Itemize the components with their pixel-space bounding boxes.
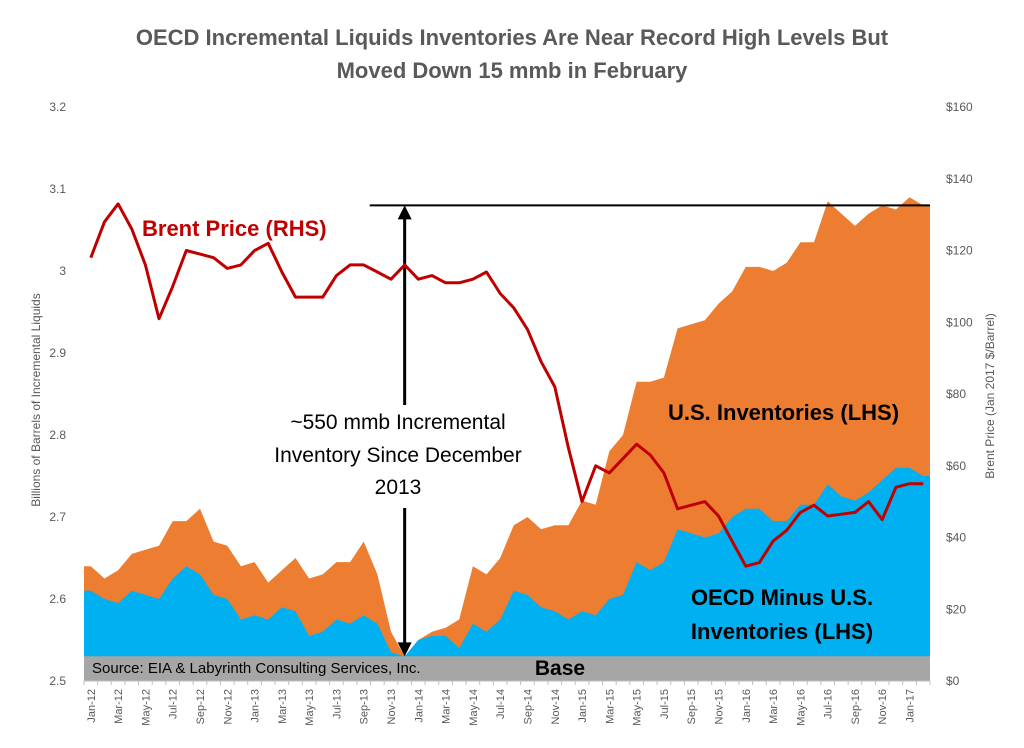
x-tick-label: May-12	[140, 689, 152, 726]
x-tick-label: Sep-13	[359, 689, 371, 724]
source-note: Source: EIA & Labyrinth Consulting Servi…	[92, 660, 421, 677]
y-axis-left-label: Billions of Barrels of Incremental Liqui…	[29, 293, 43, 506]
arrow-layer	[397, 205, 412, 657]
x-tick-label: Jan-17	[905, 689, 917, 723]
x-tick-label: Jul-14	[495, 689, 507, 719]
y-right-tick-label: $40	[946, 531, 966, 545]
y-left-tick-label: 3	[59, 264, 66, 278]
chart-title-line-1: OECD Incremental Liquids Inventories Are…	[136, 25, 889, 50]
base-band-layer	[84, 656, 930, 681]
axes-layer: 2.5 2.6 2.7 2.8 2.9 3 3.1 3.2 $0 $20 $40 $60 $80 $100…	[49, 100, 973, 726]
x-tick-label: Mar-12	[113, 689, 125, 724]
x-tick-label: Nov-13	[386, 689, 398, 724]
x-tick-label: Jan-12	[86, 689, 98, 723]
x-tick-label: Jan-14	[413, 689, 425, 723]
brent-price-label: Brent Price (RHS)	[142, 216, 327, 241]
base-label: Base	[535, 657, 585, 680]
x-tick-label: Mar-16	[768, 689, 780, 724]
arrow-head-up	[397, 205, 412, 220]
y-right-tick-label: $140	[946, 172, 973, 186]
y-left-tick-label: 2.8	[49, 428, 66, 442]
x-tick-label: Nov-15	[714, 689, 726, 724]
x-tick-label: Nov-12	[222, 689, 234, 724]
x-tick-label: Sep-12	[195, 689, 207, 724]
brent-line-layer	[89, 202, 924, 568]
chart-title-line-2: Moved Down 15 mmb in February	[337, 58, 689, 83]
increment-annotation-line-2: Inventory Since December	[274, 444, 521, 467]
x-tick-label: Jul-13	[331, 689, 343, 719]
x-tick-label: Mar-14	[441, 689, 453, 724]
x-tick-label: May-15	[632, 689, 644, 726]
increment-annotation-line-3: 2013	[375, 476, 422, 499]
oecd-minus-us-label-line-2: Inventories (LHS)	[691, 619, 873, 644]
y-right-tick-label: $80	[946, 387, 966, 401]
x-tick-label: Jan-16	[741, 689, 753, 723]
increment-annotation-line-1: ~550 mmb Incremental	[290, 411, 505, 434]
x-tick-label: Sep-15	[686, 689, 698, 724]
y-right-tick-label: $160	[946, 100, 973, 114]
y-left-tick-label: 2.9	[49, 346, 66, 360]
us-inventories-label: U.S. Inventories (LHS)	[668, 400, 899, 425]
x-tick-label: Sep-14	[522, 689, 534, 724]
x-tick-label: May-16	[795, 689, 807, 726]
oecd-minus-us-label-line-1: OECD Minus U.S.	[691, 585, 873, 610]
y-left-tick-label: 2.6	[49, 592, 66, 606]
y-right-tick-label: $100	[946, 315, 973, 329]
areas-layer	[84, 197, 930, 657]
y-left-tick-label: 3.2	[49, 100, 66, 114]
x-tick-label: May-13	[304, 689, 316, 726]
x-tick-label: Jul-12	[168, 689, 180, 719]
y-left-tick-label: 2.7	[49, 510, 66, 524]
oecd-minus-us-area	[84, 467, 930, 657]
y-axis-right-label: Brent Price (Jan 2017 $/Barrel)	[983, 313, 997, 478]
x-tick-label: Jan-15	[577, 689, 589, 723]
y-left-tick-label: 2.5	[49, 674, 66, 688]
x-tick-label: Jul-15	[659, 689, 671, 719]
y-left-tick-label: 3.1	[49, 182, 66, 196]
x-tick-label: Nov-16	[877, 689, 889, 724]
y-right-tick-label: $60	[946, 459, 966, 473]
x-tick-label: Mar-13	[277, 689, 289, 724]
x-tick-label: Nov-14	[550, 689, 562, 724]
x-tick-label: Jan-13	[250, 689, 262, 723]
y-right-tick-label: $120	[946, 244, 973, 258]
y-right-tick-label: $20	[946, 602, 966, 616]
base-band	[84, 656, 930, 681]
y-right-tick-label: $0	[946, 674, 960, 688]
brent-price-line	[89, 202, 924, 568]
x-tick-label: Mar-15	[604, 689, 616, 724]
x-tick-label: May-14	[468, 689, 480, 726]
arrow-head-down	[397, 642, 412, 657]
x-tick-label: Jul-16	[823, 689, 835, 719]
x-tick-label: Sep-16	[850, 689, 862, 724]
